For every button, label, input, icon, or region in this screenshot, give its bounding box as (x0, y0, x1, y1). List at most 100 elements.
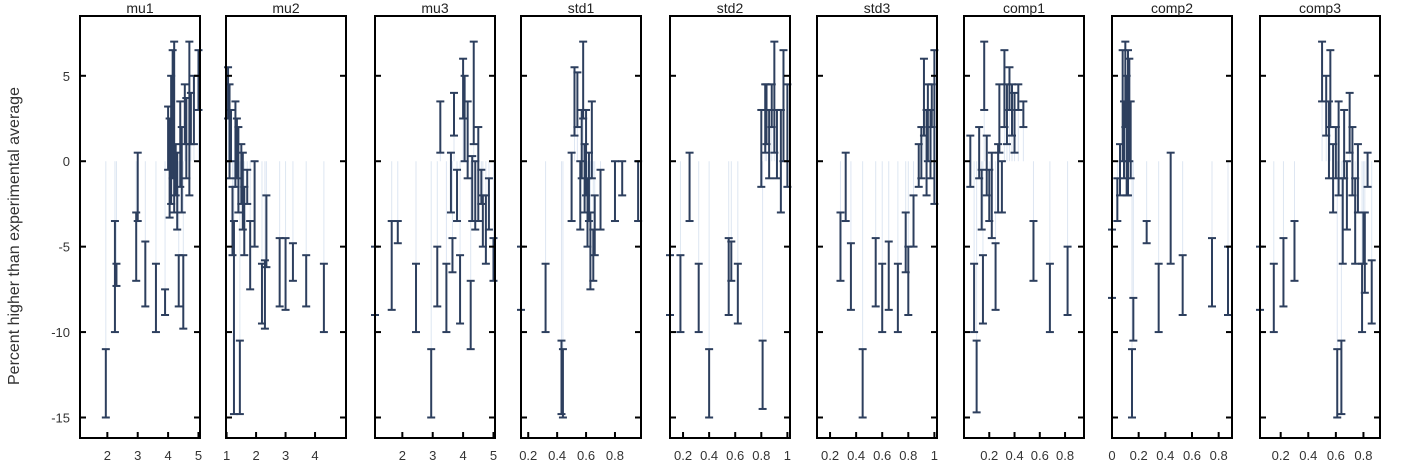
error-bar (302, 254, 311, 308)
panel-title: std1 (568, 0, 595, 16)
error-bar (567, 151, 576, 223)
error-bar (909, 194, 918, 248)
error-bar (442, 262, 451, 334)
error-bar (1142, 220, 1151, 245)
panel-std3: 0.2 0.4 0.6 0.8 1 std3 (816, 0, 939, 463)
error-bar (1359, 211, 1368, 265)
error-bar (1063, 245, 1072, 316)
error-bar (436, 100, 445, 154)
x-tick-label: 0.4 (548, 448, 566, 463)
error-bar (1342, 160, 1351, 231)
error-bar (474, 126, 483, 223)
y-axis-label: Percent higher than experimental average (6, 87, 23, 385)
error-bar (246, 220, 255, 291)
error-bar (991, 242, 1000, 311)
x-tick-label: 4 (311, 448, 318, 463)
error-bar (232, 117, 241, 180)
x-tick-label: 0.6 (577, 448, 595, 463)
error-bar (319, 262, 328, 334)
error-bar (275, 237, 284, 308)
chart-panels: -15 -10 -5 0 5 2 3 4 5 mu1 1 2 3 4 mu2 2 3 4 5 mu3 0.2 0.4 0.6… (51, 0, 1381, 463)
error-bar (1333, 348, 1342, 419)
x-tick-label: 0.2 (1130, 448, 1148, 463)
x-tick-label: 0.2 (1272, 448, 1290, 463)
error-bar (846, 242, 855, 311)
error-bar (884, 240, 893, 311)
panel-frame (1259, 15, 1381, 439)
x-tick-label: 4 (164, 448, 171, 463)
error-bar (878, 262, 887, 334)
error-bar (1367, 259, 1376, 325)
error-bar (1126, 100, 1135, 180)
error-bar (596, 168, 605, 231)
x-tick-label: 0.4 (700, 448, 718, 463)
error-bar (101, 348, 110, 419)
panel-title: mu1 (126, 0, 153, 16)
error-bar (1029, 220, 1038, 282)
x-tick-label: 2 (399, 448, 406, 463)
y-tick-label: 5 (63, 69, 70, 84)
error-bar (966, 134, 975, 188)
error-bar (727, 240, 736, 282)
panel-mu3: 2 3 4 5 mu3 (371, 0, 498, 463)
error-bar (758, 339, 767, 410)
error-bar (1166, 151, 1175, 265)
panel-title: comp3 (1299, 0, 1341, 16)
error-bar (194, 49, 203, 111)
error-bar (179, 254, 188, 330)
error-bar (387, 220, 396, 311)
error-bar (858, 348, 867, 419)
error-bar (1125, 57, 1134, 163)
x-tick-label: 3 (282, 448, 289, 463)
x-tick-label: 5 (490, 448, 497, 463)
error-bar (1124, 49, 1132, 197)
panel-title: comp1 (1003, 0, 1045, 16)
x-tick-label: 0.2 (519, 448, 537, 463)
x-tick-label: 3 (134, 448, 141, 463)
x-tick-label: 0.4 (1299, 448, 1317, 463)
panel-std2: 0.2 0.4 0.6 0.8 1 std2 (666, 0, 792, 463)
error-bar (449, 91, 458, 137)
panel-comp1: 0.2 0.4 0.6 0.8 comp1 (963, 0, 1085, 463)
error-bar (238, 151, 247, 231)
error-bar (1290, 220, 1299, 282)
x-tick-label: 0.6 (726, 448, 744, 463)
error-bar (705, 348, 714, 419)
x-tick-label: 0.6 (1327, 448, 1345, 463)
x-tick-label: 0.8 (1210, 448, 1228, 463)
x-tick-label: 0.2 (980, 448, 998, 463)
error-bar (618, 160, 627, 197)
error-bar (841, 151, 850, 223)
error-bar (288, 242, 297, 282)
error-bar (456, 254, 465, 325)
error-bar (836, 211, 845, 282)
x-tick-label: 0.8 (1056, 448, 1074, 463)
error-bar (733, 262, 742, 325)
error-bar (1334, 100, 1343, 197)
error-bar (576, 160, 585, 231)
error-bar (980, 40, 989, 111)
x-tick-label: 0.4 (1156, 448, 1174, 463)
error-bar (1363, 151, 1372, 188)
error-bar (1326, 49, 1335, 129)
panel-title: mu2 (272, 0, 299, 16)
x-tick-label: 0.4 (847, 448, 865, 463)
x-tick-label: 0.8 (899, 448, 917, 463)
error-bar (1224, 245, 1232, 316)
error-bar (459, 57, 468, 120)
error-bar (1208, 237, 1216, 308)
panel-title: mu3 (421, 0, 448, 16)
error-bar (110, 220, 119, 334)
panel-title: std3 (864, 0, 891, 16)
panel-frame (963, 15, 1085, 439)
error-bar (234, 126, 243, 214)
x-tick-label: 0.4 (1005, 448, 1023, 463)
error-bar (133, 151, 142, 223)
error-bar (1014, 83, 1023, 111)
y-tick-label: -5 (58, 240, 70, 255)
x-tick-label: 2 (252, 448, 259, 463)
panel-mu2: 1 2 3 4 mu2 (223, 0, 347, 463)
x-tick-label: 0.2 (821, 448, 839, 463)
error-bar (1324, 100, 1333, 180)
